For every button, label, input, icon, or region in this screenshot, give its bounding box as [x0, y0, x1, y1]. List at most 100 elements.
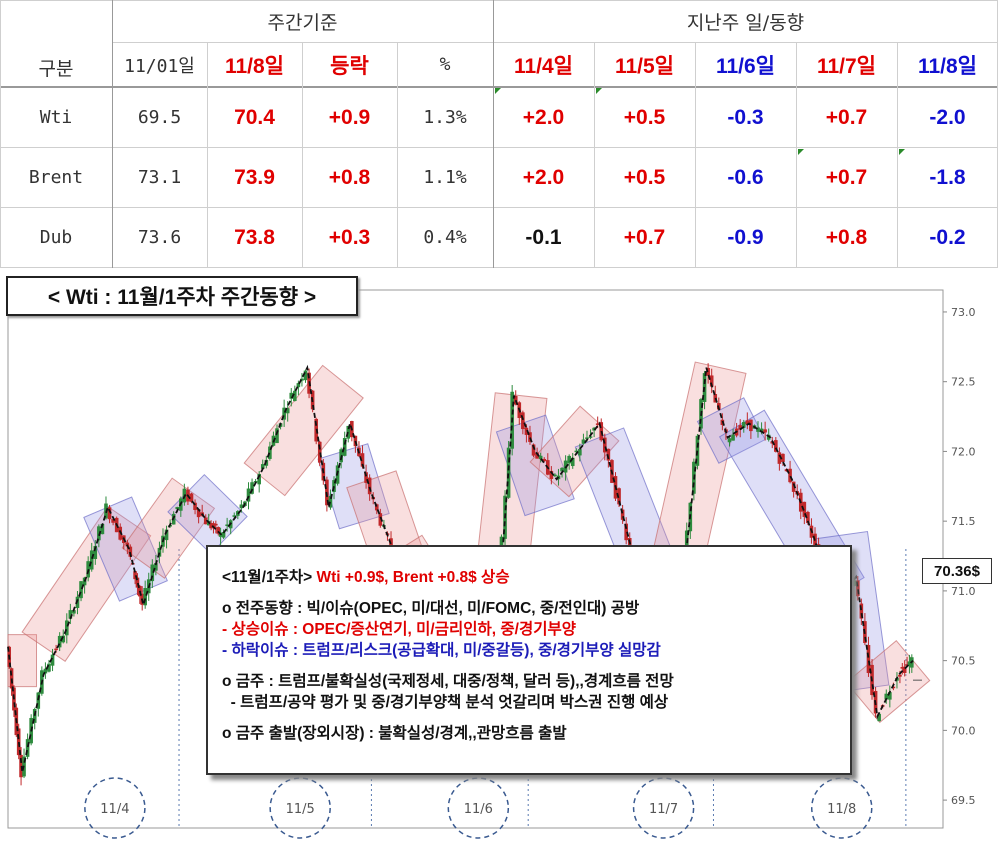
y-tick-label: 72.0 [951, 445, 976, 458]
candle-body [367, 477, 372, 495]
candle-body [175, 507, 180, 510]
candle-body [189, 493, 194, 502]
day-label: 11/5 [286, 802, 315, 817]
candle-body [884, 693, 889, 700]
candle-body [777, 452, 782, 464]
col-header-0: 11/01일 [124, 55, 195, 77]
row-name: Wti [39, 107, 73, 128]
candle-body [157, 547, 162, 557]
candle-body [745, 420, 750, 425]
candle-body [378, 513, 383, 526]
trend-channel [83, 496, 168, 602]
candle-body [900, 667, 905, 669]
candle-body [756, 427, 760, 432]
candle-body [282, 407, 286, 420]
candle-body [221, 532, 226, 538]
candle-body [759, 428, 764, 433]
candle-body [506, 447, 511, 498]
candle-body [606, 448, 611, 461]
row-value: -1.8 [929, 165, 966, 189]
row-value: +0.7 [623, 225, 666, 249]
candle-body [521, 412, 525, 430]
trend-channel [495, 414, 575, 517]
candle-body [72, 610, 76, 614]
candle-body [203, 517, 208, 525]
row-value: 1.1% [423, 167, 467, 188]
candle-body [578, 449, 582, 456]
up-issue-line: - 상승이슈 : OPEC/증산연기, 미/금리인하, 중/경기부양 [222, 621, 576, 638]
day-circle [810, 777, 873, 839]
candle-body [332, 480, 336, 492]
candle-body [250, 482, 254, 494]
row-value: +2.0 [522, 165, 565, 189]
y-tick-label: 70.5 [951, 655, 976, 668]
trend-channel [317, 443, 390, 530]
candle-body [25, 739, 30, 757]
price-summary-table: 구분 주간기준 지난주 일/동향 11/01일 11/8일 등락% 11/4일 11/5… [0, 0, 998, 268]
day-circle [84, 777, 146, 839]
section-daily-header: 지난주 일/동향 [686, 11, 805, 34]
row-value: 73.9 [234, 165, 275, 189]
headline-highlight: Wti +0.9$, Brent +0.8$ 상승 [316, 569, 510, 586]
candle-body [852, 580, 857, 586]
row-value: +0.8 [825, 225, 868, 249]
candle-body [866, 645, 871, 674]
row-value: 1.3% [423, 107, 467, 128]
y-tick-label: 69.5 [951, 794, 976, 807]
row-value: 69.5 [137, 107, 182, 128]
row-value: +2.0 [522, 105, 565, 129]
candle-body [100, 523, 105, 535]
candle-body [855, 580, 860, 597]
row-value: -0.6 [727, 165, 764, 189]
candle-body [303, 370, 308, 381]
row-value: -0.9 [727, 225, 764, 249]
candle-body [560, 467, 564, 472]
trend-channel [243, 364, 364, 497]
row-value: +0.7 [825, 165, 868, 189]
col-header-6: 11/6일 [715, 54, 776, 78]
col-header-3: % [439, 54, 451, 75]
candle-body [374, 504, 379, 511]
candle-body [877, 713, 881, 722]
candle-body [624, 523, 628, 541]
row-value: -2.0 [929, 105, 966, 129]
day-label: 11/7 [649, 802, 678, 817]
col-header-5: 11/5일 [614, 54, 675, 78]
y-tick-label: 71.5 [951, 515, 976, 528]
col-header-8: 11/8일 [917, 54, 978, 78]
candle-body [528, 432, 532, 442]
y-tick-label: 72.5 [951, 376, 976, 389]
candle-body [581, 439, 586, 444]
candle-body [135, 577, 140, 588]
candle-body [257, 473, 261, 485]
day-label: 11/4 [100, 802, 129, 817]
day-circle [447, 777, 510, 839]
candle-body [891, 686, 896, 689]
section-week-header: 주간기준 [267, 11, 338, 34]
candle-body [216, 527, 221, 534]
row-value: -0.2 [929, 225, 966, 249]
candle-body [154, 563, 158, 571]
candle-body [788, 468, 792, 483]
last-price-label: 70.36$ [922, 558, 992, 584]
candle-body [570, 457, 575, 467]
candle-body [535, 452, 539, 459]
candle-body [268, 446, 272, 459]
candle-body [328, 496, 333, 508]
day-circle [269, 777, 331, 839]
row-value: +0.7 [825, 105, 868, 129]
candle-body [542, 458, 547, 462]
chart-title: < Wti : 11월/1주차 주간동향 > [6, 276, 358, 316]
candle-body [61, 635, 66, 643]
candle-body [902, 666, 907, 674]
day-circle [632, 777, 695, 839]
candle-body [239, 504, 244, 509]
row-name: Brent [28, 167, 84, 188]
candle-body [164, 529, 169, 541]
candle-body [588, 436, 593, 438]
candle-body [317, 441, 322, 463]
row-name: Dub [39, 227, 73, 248]
candle-body [285, 408, 290, 414]
candle-body [574, 450, 579, 453]
down-issue-line: - 하락이슈 : 트럼프/리스크(공급확대, 미/중갈등), 중/경기부양 실망… [222, 642, 661, 659]
